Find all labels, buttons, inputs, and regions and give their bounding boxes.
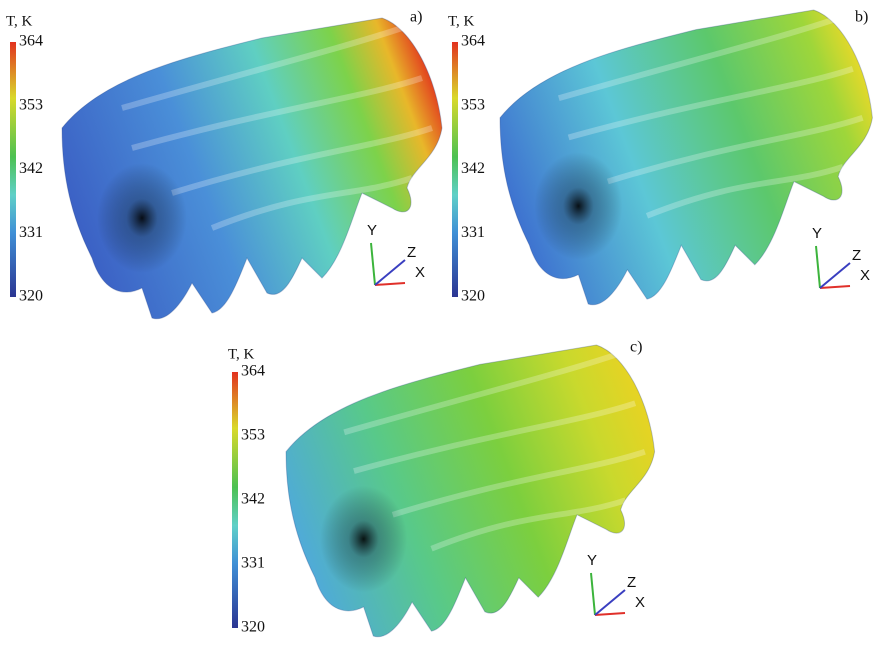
axis-x-label: X	[635, 594, 645, 611]
colorbar-tick-label: 320	[19, 288, 43, 305]
axis-y	[816, 246, 820, 288]
axis-y-label: Y	[587, 552, 597, 569]
axis-x	[375, 283, 405, 285]
panel-label: a)	[410, 9, 422, 26]
panel-label: c)	[630, 339, 642, 356]
colorbar-tick-label: 342	[19, 160, 43, 177]
axis-x-label: X	[860, 267, 870, 284]
colorbar-tick-label: 364	[19, 33, 43, 50]
colorbar-tick-label: 353	[19, 96, 43, 113]
axis-x-label: X	[415, 264, 425, 281]
rotor-hub	[97, 163, 187, 273]
colorbar-tick-label: 331	[241, 555, 265, 572]
colorbar-tick-label: 331	[19, 224, 43, 241]
axis-x	[820, 286, 850, 288]
axis-x	[595, 613, 625, 615]
figure: T, K364353342331320a)YZXT, K364353342331…	[0, 0, 880, 647]
axis-z	[820, 263, 850, 288]
panel: T, K 364 353 342 331 320 b) Y ZX	[448, 9, 872, 305]
colorbar	[232, 372, 238, 628]
axis-z-label: Z	[852, 247, 861, 264]
colorbar-tick-label: 320	[241, 619, 265, 636]
axis-z-label: Z	[407, 244, 416, 261]
axis-y-label: Y	[367, 222, 377, 239]
colorbar	[452, 42, 458, 297]
colorbar	[10, 42, 16, 297]
colorbar-tick-label: 342	[461, 160, 485, 177]
colorbar-title: T, K	[448, 13, 475, 29]
rotor-hub	[534, 152, 622, 260]
axis-z	[595, 590, 625, 615]
axis-z-label: Z	[627, 574, 636, 591]
colorbar-tick-label: 331	[461, 224, 485, 241]
colorbar-title: T, K	[6, 13, 33, 29]
rotor-render	[286, 345, 655, 637]
colorbar-title: T, K	[228, 346, 255, 362]
colorbar-tick-label: 353	[461, 96, 485, 113]
colorbar-tick-label: 342	[241, 491, 265, 508]
colorbar-tick-label: 320	[461, 288, 485, 305]
axis-y	[591, 573, 595, 615]
panel-label: b)	[855, 9, 868, 26]
rotor-hub	[320, 486, 407, 593]
colorbar-tick-label: 364	[461, 33, 485, 50]
colorbar-tick-label: 364	[241, 363, 265, 380]
axis-y	[371, 243, 375, 285]
rotor-render	[62, 18, 442, 319]
panel: T, K 364 353 342 331 320 a) Y ZX	[6, 9, 442, 319]
axis-z	[375, 260, 405, 285]
axis-y-label: Y	[812, 225, 822, 242]
colorbar-tick-label: 353	[241, 427, 265, 444]
